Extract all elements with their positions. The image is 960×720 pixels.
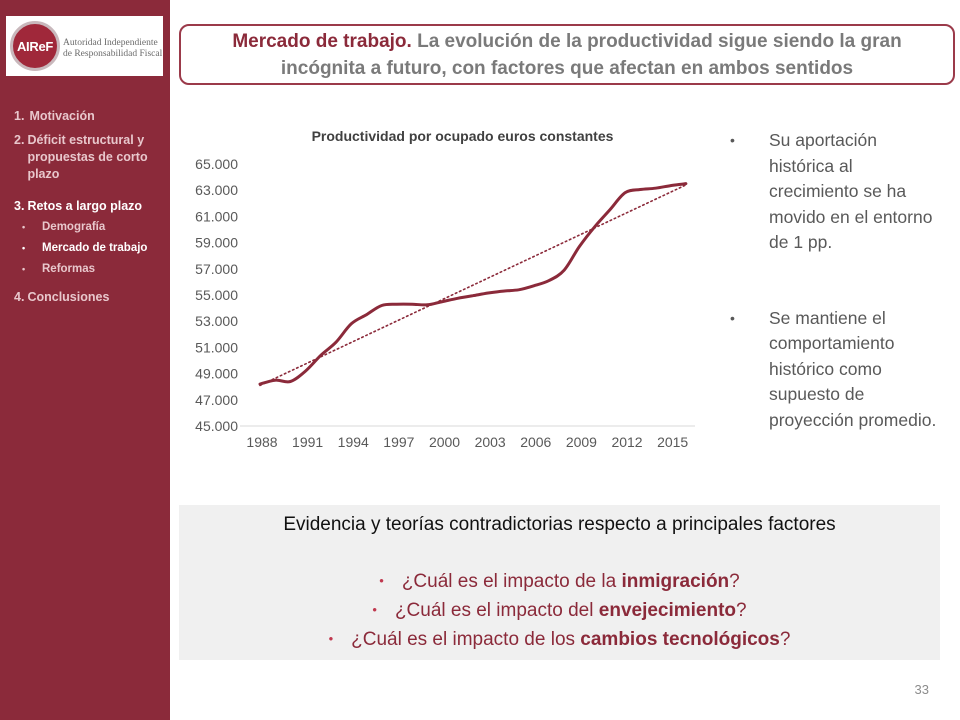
- sidebar-subitem-label: Demografía: [42, 221, 106, 233]
- productivity-chart: 45.000 47.000 49.000 51.000 53.000 55.000 57.0…: [195, 156, 695, 450]
- question-text: ¿Cuál es el impacto de los: [351, 629, 581, 650]
- title-highlight: Mercado de trabajo.: [232, 30, 412, 52]
- question-keyword: cambios tecnológicos: [580, 629, 780, 650]
- sidebar-item-deficit[interactable]: 2. Déficit estructural y propuestas de c…: [14, 132, 166, 183]
- y-tick-label: 65.000: [195, 156, 238, 172]
- sidebar-item-label: Déficit estructural y propuestas de cort…: [27, 133, 148, 181]
- x-tick-label: 2012: [611, 434, 642, 450]
- question-end: ?: [779, 629, 791, 650]
- bullet-icon: •: [372, 602, 377, 617]
- question-item: • ¿Cuál es el impacto de la inmigración?: [179, 568, 940, 597]
- logo-line-1: Autoridad Independiente: [63, 38, 158, 48]
- title-rest: La evolución de la productividad sigue s…: [280, 30, 902, 79]
- question-item: • ¿Cuál es el impacto del envejecimiento?: [179, 597, 940, 626]
- sidebar-subitem-reformas[interactable]: • Reformas: [14, 259, 166, 280]
- bullet-icon: •: [730, 309, 735, 326]
- bullet-icon: •: [22, 243, 26, 253]
- question-keyword: envejecimiento: [598, 600, 737, 621]
- x-tick-label: 1988: [246, 434, 277, 450]
- y-tick-label: 47.000: [195, 392, 238, 408]
- sidebar-item-number: 3.: [14, 199, 25, 213]
- sidebar-item-number: 4.: [14, 290, 25, 304]
- evidence-box: Evidencia y teorías contradictorias resp…: [179, 505, 940, 660]
- bullet-item: • Se mantiene el comportamiento históric…: [730, 306, 945, 434]
- y-tick-label: 57.000: [195, 261, 238, 277]
- question-end: ?: [729, 571, 740, 592]
- bullet-icon: •: [22, 222, 26, 232]
- bullet-icon: •: [730, 132, 735, 148]
- sidebar: AIReF Autoridad Independiente de Respons…: [0, 0, 170, 720]
- trend-line: [259, 184, 687, 387]
- page-title: Mercado de trabajo. La evolución de la p…: [195, 28, 939, 82]
- logo-line-2: de Responsabilidad Fiscal: [63, 49, 163, 59]
- bullet-icon: •: [22, 264, 26, 274]
- sidebar-nav: 1. Motivación 2. Déficit estructural y p…: [14, 108, 166, 306]
- sidebar-item-motivacion[interactable]: 1. Motivación: [14, 108, 166, 125]
- evidence-heading: Evidencia y teorías contradictorias resp…: [283, 514, 836, 535]
- sidebar-item-label: Retos a largo plazo: [27, 199, 143, 213]
- logo: AIReF Autoridad Independiente de Respons…: [6, 16, 163, 76]
- sidebar-item-number: 2.: [14, 133, 25, 147]
- x-tick-label: 2003: [475, 434, 506, 450]
- bullet-icon: •: [379, 573, 384, 588]
- x-tick-label: 2006: [520, 434, 551, 450]
- sidebar-subitem-label: Mercado de trabajo: [42, 242, 148, 254]
- y-tick-label: 55.000: [195, 287, 238, 303]
- bullet-text: Su aportación histórica al crecimiento s…: [769, 130, 933, 252]
- y-tick-label: 59.000: [195, 235, 238, 251]
- x-tick-label: 2015: [657, 434, 688, 450]
- page-number: 33: [914, 682, 929, 697]
- question-list: • ¿Cuál es el impacto de la inmigración? …: [179, 568, 940, 655]
- title-box: Mercado de trabajo. La evolución de la p…: [179, 24, 955, 85]
- x-tick-label: 1991: [292, 434, 323, 450]
- question-end: ?: [736, 600, 747, 621]
- y-tick-label: 61.000: [195, 208, 238, 224]
- x-tick-label: 1997: [383, 434, 414, 450]
- question-keyword: inmigración: [621, 571, 730, 592]
- sidebar-subitem-label: Reformas: [42, 263, 96, 275]
- question-text: ¿Cuál es el impacto del: [394, 600, 599, 621]
- y-tick-label: 63.000: [195, 182, 238, 198]
- sidebar-item-retos[interactable]: 3. Retos a largo plazo: [14, 198, 166, 215]
- bullet-text: Se mantiene el comportamiento histórico …: [769, 307, 937, 430]
- series-line: [258, 182, 688, 386]
- sidebar-item-label: Motivación: [29, 109, 95, 123]
- bullet-icon: •: [328, 631, 334, 646]
- y-tick-label: 45.000: [195, 418, 238, 434]
- side-bullets: • Su aportación histórica al crecimiento…: [730, 128, 945, 433]
- y-tick-label: 53.000: [195, 313, 238, 329]
- logo-mark: AIReF: [10, 21, 60, 71]
- question-text: ¿Cuál es el impacto de la: [401, 571, 622, 592]
- logo-text: Autoridad Independiente de Responsabilid…: [63, 38, 162, 60]
- x-tick-label: 1994: [338, 434, 369, 450]
- x-tick-label: 2000: [429, 434, 460, 450]
- bullet-item: • Su aportación histórica al crecimiento…: [730, 128, 945, 256]
- sidebar-subitem-mercado[interactable]: • Mercado de trabajo: [14, 238, 166, 259]
- sidebar-subitem-demografia[interactable]: • Demografía: [14, 217, 166, 238]
- y-tick-label: 51.000: [195, 339, 238, 355]
- question-item: • ¿Cuál es el impacto de los cambios tecn…: [179, 626, 940, 655]
- sidebar-item-number: 1.: [14, 109, 25, 123]
- sidebar-item-label: Conclusiones: [27, 290, 110, 304]
- x-tick-label: 2009: [566, 434, 597, 450]
- sidebar-item-conclusiones[interactable]: 4. Conclusiones: [14, 289, 166, 306]
- chart-title: Productividad por ocupado euros constant…: [311, 128, 614, 144]
- y-tick-label: 49.000: [195, 366, 238, 382]
